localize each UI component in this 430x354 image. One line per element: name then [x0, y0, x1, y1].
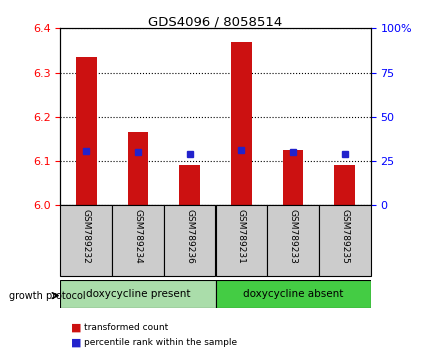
Bar — [60, 280, 215, 308]
Text: GDS4096 / 8058514: GDS4096 / 8058514 — [148, 16, 282, 29]
Text: doxycycline absent: doxycycline absent — [243, 289, 342, 299]
Bar — [76, 57, 96, 205]
Text: transformed count: transformed count — [84, 323, 168, 332]
Text: GSM789235: GSM789235 — [340, 209, 348, 264]
Text: GSM789231: GSM789231 — [237, 209, 245, 264]
Bar — [163, 205, 215, 276]
Bar — [179, 166, 200, 205]
Text: GSM789232: GSM789232 — [82, 209, 90, 264]
Bar — [215, 280, 370, 308]
Bar — [334, 166, 354, 205]
Text: ■: ■ — [71, 322, 81, 332]
Bar — [127, 132, 148, 205]
Text: ■: ■ — [71, 337, 81, 347]
Bar — [215, 205, 267, 276]
Text: growth protocol: growth protocol — [9, 291, 85, 301]
Bar — [230, 42, 251, 205]
Text: percentile rank within the sample: percentile rank within the sample — [84, 338, 236, 347]
Bar — [318, 205, 370, 276]
Text: GSM789236: GSM789236 — [185, 209, 194, 264]
Text: GSM789233: GSM789233 — [288, 209, 297, 264]
Bar — [282, 150, 303, 205]
Bar — [112, 205, 163, 276]
Text: doxycycline present: doxycycline present — [86, 289, 190, 299]
Text: GSM789234: GSM789234 — [133, 209, 142, 264]
Bar — [267, 205, 318, 276]
Bar — [60, 205, 112, 276]
